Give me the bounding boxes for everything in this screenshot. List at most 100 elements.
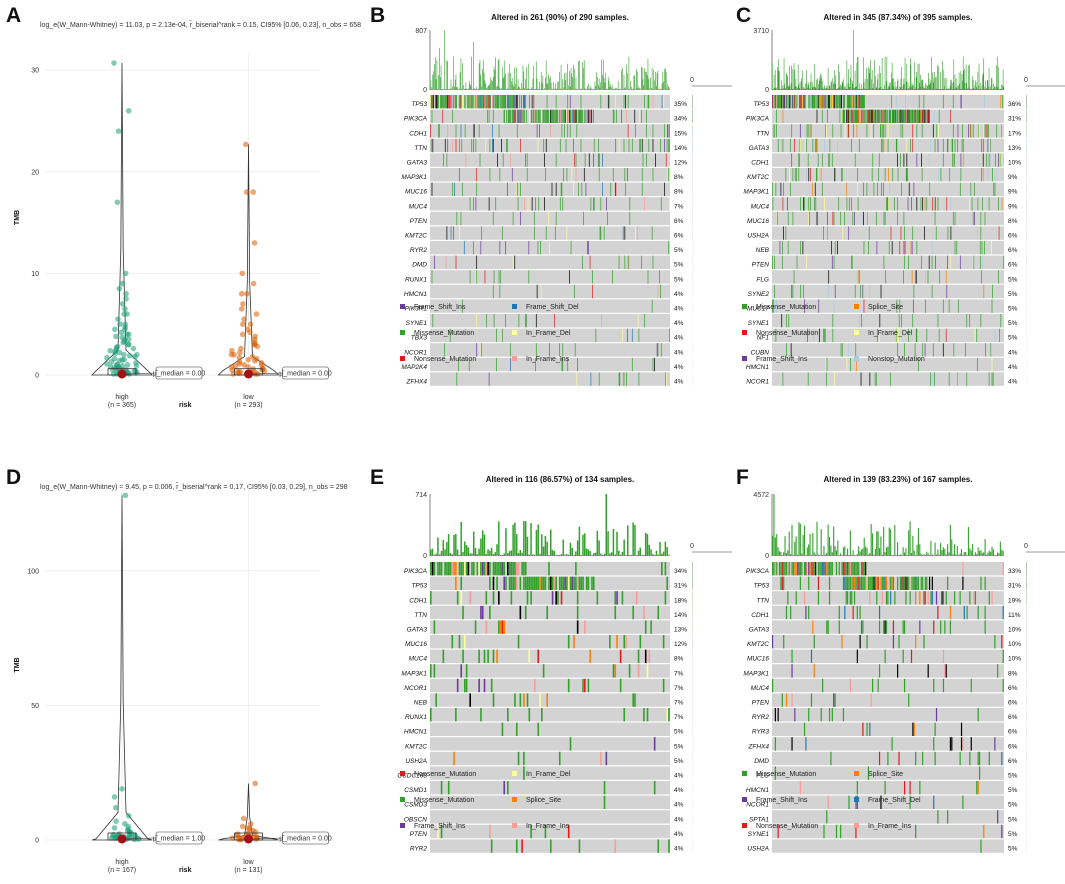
mutation-cell: [526, 591, 529, 605]
mutation-cell: [833, 95, 834, 109]
mutation-cell: [471, 138, 473, 153]
gene-percent: 5%: [1008, 816, 1018, 823]
mutation-cell: [492, 576, 495, 590]
mutation-cell: [593, 109, 594, 123]
mutation-cell: [565, 138, 567, 153]
mutation-cell: [465, 562, 468, 576]
mutation-cell: [934, 751, 936, 766]
mutation-cell: [980, 839, 982, 853]
mutation-cell: [934, 138, 936, 153]
mutation-cell: [915, 270, 917, 284]
tmb-bar: [847, 88, 848, 90]
legend-label: Nonsense_Mutation: [414, 771, 476, 778]
tmb-bar: [470, 85, 472, 90]
mutation-cell: [571, 168, 573, 182]
mutation-cell: [790, 95, 792, 109]
tmb-bar: [797, 87, 798, 90]
mutation-cell: [826, 620, 828, 634]
gene-label: RUNX1: [405, 276, 427, 283]
mutation-cell: [947, 576, 949, 590]
mutation-cell: [903, 109, 905, 123]
mutation-cell: [800, 241, 801, 255]
mutation-cell: [922, 124, 924, 138]
tmb-bar: [851, 88, 852, 90]
mutation-cell: [528, 649, 531, 663]
tmb-bar: [976, 88, 978, 90]
mutation-cell: [850, 95, 851, 109]
data-point-low: [245, 364, 251, 370]
gene-percent: 10%: [1008, 656, 1021, 663]
mutation-cell: [588, 241, 589, 255]
mutation-cell: [440, 824, 443, 839]
y-axis-label: TMB: [14, 210, 21, 225]
mutation-cell: [907, 109, 908, 123]
tmb-bar: [902, 88, 903, 90]
mutation-cell: [869, 109, 871, 123]
mutation-cell: [900, 153, 901, 167]
mutation-cell: [481, 605, 484, 620]
tmb-bar: [430, 80, 431, 90]
mutation-cell: [949, 605, 952, 620]
gene-percent: 6%: [1008, 714, 1018, 721]
mutation-cell: [657, 605, 660, 620]
mutation-cell: [503, 781, 506, 795]
mutation-cell: [559, 138, 561, 153]
mutation-cell: [834, 168, 836, 182]
gene-label: MAP3K1: [401, 174, 427, 181]
mutation-cell: [903, 678, 906, 693]
mutation-cell: [1002, 605, 1004, 620]
mutation-cell: [984, 620, 986, 634]
data-point-high: [123, 295, 129, 302]
mutation-cell: [804, 197, 806, 211]
mutation-cell: [820, 708, 822, 722]
right-axis-min: 0: [690, 543, 694, 550]
tmb-bar: [658, 88, 660, 90]
gene-percent: 5%: [1008, 291, 1018, 298]
mutation-cell: [794, 562, 796, 576]
tmb-bar: [871, 69, 873, 90]
mutation-cell: [510, 95, 511, 109]
tmb-bar: [510, 550, 513, 556]
tmb-bar: [982, 72, 984, 90]
mutation-cell: [900, 109, 902, 123]
tmb-bar: [884, 552, 886, 556]
tmb-bar: [438, 75, 439, 90]
legend-label: In_Frame_Ins: [868, 823, 912, 830]
mutation-cell: [973, 591, 975, 605]
mutation-cell: [575, 168, 577, 182]
tmb-bar: [455, 533, 457, 556]
tmb-bar: [458, 88, 459, 90]
mutation-cell: [555, 153, 557, 167]
mutation-cell: [897, 211, 898, 226]
mutation-cell: [897, 197, 898, 211]
tmb-bar: [535, 61, 537, 90]
tmb-bar: [504, 60, 506, 90]
mutation-cell: [556, 109, 558, 123]
mutation-cell: [905, 576, 907, 590]
mutation-cell: [593, 197, 594, 211]
mutation-cell: [431, 562, 434, 576]
tmb-bar: [897, 80, 898, 90]
tmb-bar: [589, 551, 591, 556]
mutation-cell: [602, 153, 603, 167]
mutation-cell: [469, 270, 471, 284]
mutation-cell: [895, 109, 897, 123]
mutation-cell: [810, 649, 813, 663]
mutation-cell: [777, 95, 779, 109]
mutation-cell: [875, 211, 877, 226]
tmb-bar: [909, 521, 911, 556]
mutation-cell: [919, 620, 921, 634]
median-leader-line: [125, 372, 157, 375]
tmb-bar: [834, 546, 836, 556]
mutation-cell: [652, 124, 654, 138]
mutation-cell: [488, 109, 490, 123]
mutation-cell: [915, 824, 917, 839]
gene-label: NCOR1: [404, 349, 427, 356]
mutation-cell: [642, 153, 644, 167]
tmb-bar: [887, 546, 889, 556]
tmb-bar: [548, 74, 549, 90]
mutation-cell: [576, 605, 579, 620]
mutation-cell: [863, 562, 865, 576]
mutation-cell: [792, 168, 794, 182]
data-point-low: [243, 189, 250, 195]
